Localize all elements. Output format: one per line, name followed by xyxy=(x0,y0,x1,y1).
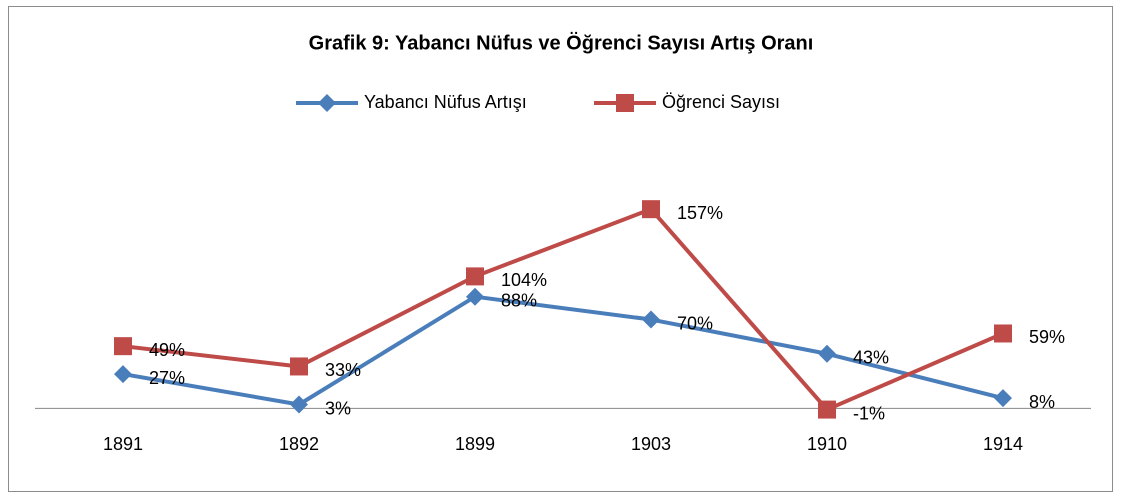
legend-label: Yabancı Nüfus Artışı xyxy=(364,92,527,112)
point-marker xyxy=(290,395,308,414)
legend-label: Öğrenci Sayısı xyxy=(662,92,780,112)
legend-marker xyxy=(616,94,634,112)
data-label: 8% xyxy=(1029,392,1055,412)
point-marker xyxy=(290,357,308,376)
data-label: 3% xyxy=(325,398,351,418)
point-marker xyxy=(466,287,484,306)
chart-border xyxy=(8,6,1113,492)
x-tick-label: 1892 xyxy=(279,434,319,454)
data-label: 49% xyxy=(149,340,185,360)
point-marker xyxy=(114,337,132,356)
data-label: 157% xyxy=(677,203,723,223)
chart-title: Grafik 9: Yabancı Nüfus ve Öğrenci Sayıs… xyxy=(309,31,814,54)
data-label: 104% xyxy=(501,270,547,290)
data-label: 70% xyxy=(677,313,713,333)
x-tick-label: 1914 xyxy=(983,434,1023,454)
x-tick-label: 1903 xyxy=(631,434,671,454)
point-marker xyxy=(818,400,836,419)
x-tick-label: 1899 xyxy=(455,434,495,454)
series-line xyxy=(122,207,1004,412)
point-marker xyxy=(642,200,660,219)
x-tick-label: 1891 xyxy=(103,434,143,454)
point-marker xyxy=(114,365,132,384)
data-label: 27% xyxy=(149,368,185,388)
point-marker xyxy=(994,389,1012,408)
data-label: 88% xyxy=(501,290,537,310)
point-marker xyxy=(466,267,484,286)
point-marker xyxy=(818,344,836,363)
point-marker xyxy=(994,324,1012,343)
legend-marker xyxy=(318,94,336,112)
data-label: 59% xyxy=(1029,327,1065,347)
point-marker xyxy=(642,310,660,329)
data-label: 43% xyxy=(853,348,889,368)
series-line xyxy=(122,294,1004,407)
data-label: -1% xyxy=(853,403,885,423)
x-tick-label: 1910 xyxy=(807,434,847,454)
data-label: 33% xyxy=(325,360,361,380)
